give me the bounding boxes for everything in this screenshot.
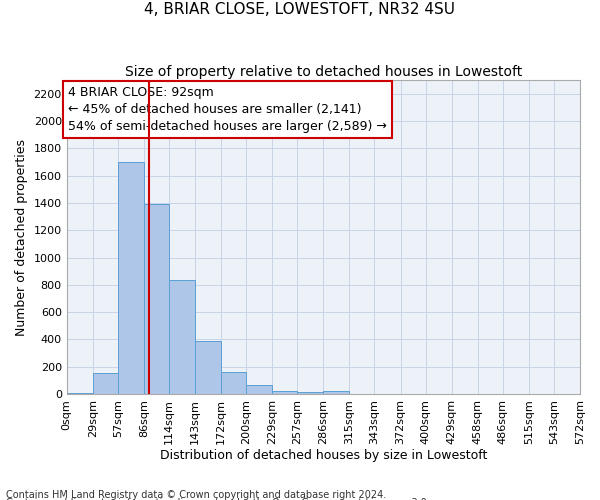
- Bar: [298, 392, 323, 394]
- Text: Contains HM Land Registry data © Crown copyright and database right 2024.: Contains HM Land Registry data © Crown c…: [6, 490, 386, 500]
- Bar: [144, 204, 169, 394]
- Bar: [323, 390, 349, 394]
- Bar: [195, 342, 221, 394]
- Bar: [169, 280, 195, 394]
- Title: Size of property relative to detached houses in Lowestoft: Size of property relative to detached ho…: [125, 65, 522, 79]
- Bar: [92, 373, 118, 394]
- Text: Contains public sector information licensed under the Open Government Licence v3: Contains public sector information licen…: [6, 498, 430, 500]
- Bar: [118, 162, 144, 394]
- Bar: [67, 392, 92, 394]
- X-axis label: Distribution of detached houses by size in Lowestoft: Distribution of detached houses by size …: [160, 450, 487, 462]
- Bar: [221, 372, 246, 394]
- Bar: [246, 385, 272, 394]
- Text: 4, BRIAR CLOSE, LOWESTOFT, NR32 4SU: 4, BRIAR CLOSE, LOWESTOFT, NR32 4SU: [145, 2, 455, 18]
- Bar: [272, 390, 298, 394]
- Text: 4 BRIAR CLOSE: 92sqm
← 45% of detached houses are smaller (2,141)
54% of semi-de: 4 BRIAR CLOSE: 92sqm ← 45% of detached h…: [68, 86, 388, 132]
- Y-axis label: Number of detached properties: Number of detached properties: [15, 138, 28, 336]
